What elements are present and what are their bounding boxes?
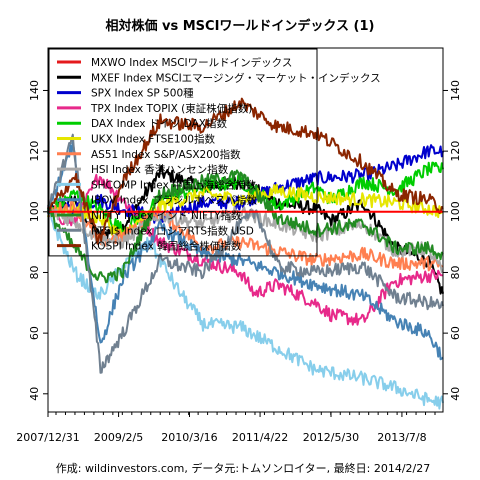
x-tick-label-5: 2013/7/8 [377,431,426,444]
x-tick-label-4: 2012/5/30 [303,431,359,444]
series-line-12 [47,97,444,245]
legend-label-2: SPX Index SP 500種 [91,87,194,100]
y-tick-label-left-1: 60 [28,326,41,340]
y-tick-label-left-3: 100 [28,201,41,222]
legend-label-4: DAX Index ドイツ DAX指数 [91,117,227,130]
y-tick-label-left-0: 40 [28,387,41,401]
y-tick-label-left-4: 120 [28,141,41,162]
legend-label-0: MXWO Index MSCIワールドインデックス [91,56,292,69]
y-tick-label-left-5: 140 [28,80,41,101]
x-tick-label-0: 2007/12/31 [16,431,79,444]
series-lines [47,97,444,410]
series-line-11 [47,133,444,374]
legend-label-9: IBOV Index ブラジルボベスパ指数 [91,194,257,207]
series-line-5 [47,183,444,239]
legend-label-11: RTSI$ Index ロシアRTS指数 USD [91,224,254,237]
x-tick-label-1: 2009/2/5 [94,431,143,444]
legend-label-5: UKX Index FTSE100指数 [91,133,215,146]
chart-title: 相対株価 vs MSCIワールドインデックス (1) [105,18,374,34]
y-tick-label-right-0: 40 [449,387,462,401]
legend-label-10: NIFTY Index インド NIFTY指数 [91,209,242,222]
legend-label-6: AS51 Index S&P/ASX200指数 [91,148,241,161]
y-tick-label-left-2: 80 [28,265,41,279]
y-tick-label-right-4: 120 [449,141,462,162]
y-tick-label-right-3: 100 [449,201,462,222]
legend-label-8: SHCOMP Index 中国上海総合指数 [91,178,257,191]
legend-label-3: TPX Index TOPIX (東証株価指数) [90,102,252,115]
legend: MXWO Index MSCIワールドインデックス MXEF Index MSCI… [48,48,381,257]
legend-label-1: MXEF Index MSCIエマージング・マーケット・インデックス [91,71,381,84]
y-tick-label-right-5: 140 [449,80,462,101]
axes: 40 40 60 60 80 80 100 100 120 120 140 140 2007/12/31… [16,80,462,444]
legend-frame [48,48,318,257]
legend-label-7: HSI Index 香港ハンセン指数 [91,163,229,176]
y-tick-label-right-2: 80 [449,265,462,279]
footer-credit: 作成: wildinvestors.com, データ元:トムソンロイター, 最終… [56,461,430,475]
series-line-9 [47,140,444,361]
series-line-10 [47,169,444,284]
x-tick-label-3: 2011/4/22 [232,431,288,444]
y-tick-label-right-1: 60 [449,326,462,340]
x-tick-label-2: 2010/3/16 [161,431,217,444]
legend-label-12: KOSPI Index 韓国総合株価指数 [91,240,242,253]
